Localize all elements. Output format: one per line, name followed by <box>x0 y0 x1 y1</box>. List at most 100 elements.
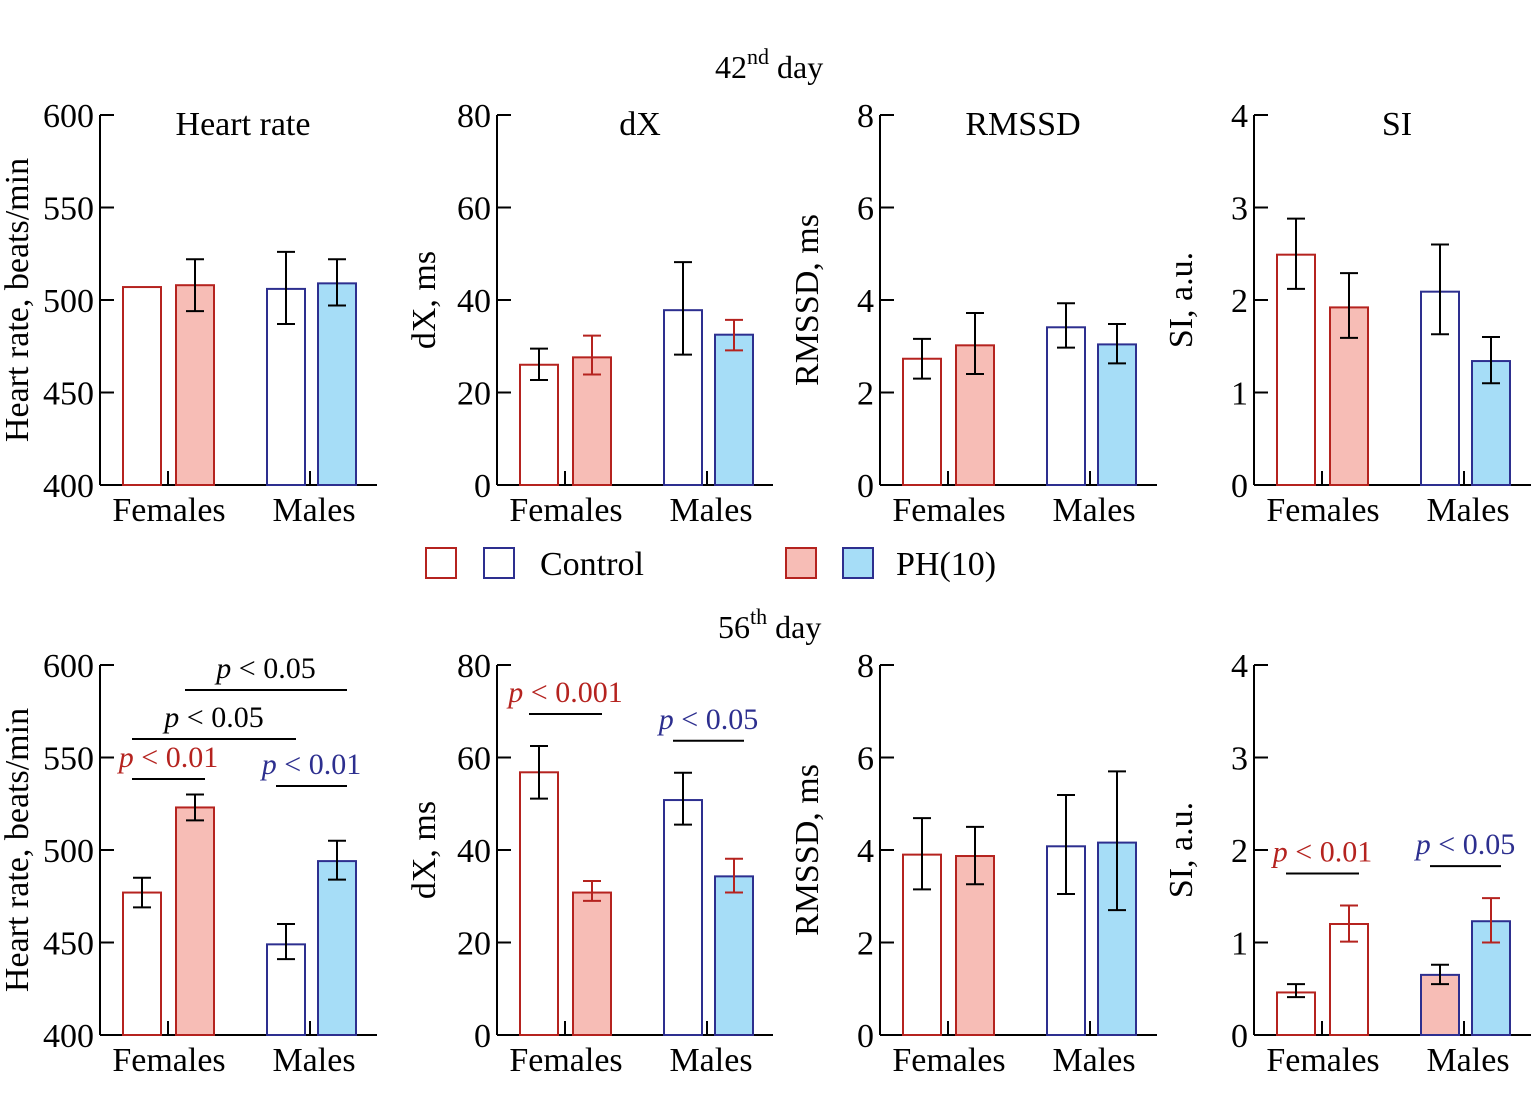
y-tick-label: 550 <box>43 191 94 228</box>
y-tick-label: 20 <box>457 926 491 963</box>
y-tick-label: 4 <box>1231 98 1248 135</box>
legend-swatch-female-control <box>425 547 457 579</box>
y-tick-label: 60 <box>457 741 491 778</box>
legend-swatch-male-ph <box>842 547 874 579</box>
bar <box>317 282 357 486</box>
y-tick-label: 2 <box>857 926 874 963</box>
panel-day42-si: 0 1 2 3 4 Females Males SI, a.u. SI <box>1163 98 1531 529</box>
x-category-label: Males <box>272 492 355 529</box>
panel-title: dX <box>619 106 661 143</box>
panel-title: RMSSD <box>965 106 1080 143</box>
y-axis-title: dX, ms <box>406 801 443 899</box>
y-tick-label: 40 <box>457 833 491 870</box>
panel-day42-rmssd: 0 2 4 6 8 Females Males RMSSD, ms RMSSD <box>789 98 1157 529</box>
y-tick-label: 600 <box>43 98 94 135</box>
panel-title: Heart rate <box>176 106 311 143</box>
y-tick-label: 500 <box>43 283 94 320</box>
y-tick-label: 80 <box>457 98 491 135</box>
x-category-label: Males <box>1052 1042 1135 1079</box>
panel-day56-dx: 0 20 40 60 80 Females Males dX, ms p < 0.001 p < … <box>406 648 773 1079</box>
x-category-label: Males <box>1426 492 1509 529</box>
x-category-label: Males <box>1426 1042 1509 1079</box>
y-tick-label: 20 <box>457 376 491 413</box>
p-value-label: p < 0.05 <box>657 703 758 736</box>
y-tick-label: 4 <box>857 833 874 870</box>
bar <box>1276 991 1316 1037</box>
bar <box>317 860 357 1036</box>
panel-day56-rmssd: 0 2 4 6 8 Females Males RMSSD, ms <box>789 648 1157 1079</box>
panel-day42-heart-rate: 400 450 500 550 600 Females Males Heart rate, b… <box>0 98 377 529</box>
bar <box>519 363 559 486</box>
y-tick-label: 2 <box>1231 833 1248 870</box>
y-tick-label: 0 <box>474 468 491 505</box>
panel-title: SI <box>1382 106 1412 143</box>
y-tick-label: 500 <box>43 833 94 870</box>
bar <box>175 806 215 1037</box>
x-category-label: Males <box>669 1042 752 1079</box>
bar <box>175 284 215 487</box>
p-value-label: p < 0.01 <box>260 748 361 781</box>
y-tick-label: 0 <box>1231 1018 1248 1055</box>
bar <box>122 891 162 1036</box>
y-tick-label: 6 <box>857 191 874 228</box>
y-axis-title: RMSSD, ms <box>789 214 826 386</box>
p-value-label: p < 0.001 <box>506 676 622 709</box>
y-tick-label: 60 <box>457 191 491 228</box>
p-value-label: p < 0.05 <box>214 652 315 685</box>
y-tick-label: 550 <box>43 741 94 778</box>
day-title-56: 56th day <box>718 604 821 645</box>
y-tick-label: 3 <box>1231 191 1248 228</box>
y-tick-label: 2 <box>1231 283 1248 320</box>
y-tick-label: 40 <box>457 283 491 320</box>
bar <box>572 891 612 1036</box>
x-category-label: Males <box>272 1042 355 1079</box>
y-tick-label: 8 <box>857 648 874 685</box>
day-title-42: 42nd day <box>715 44 823 85</box>
y-axis-title: RMSSD, ms <box>789 764 826 936</box>
y-tick-label: 3 <box>1231 741 1248 778</box>
y-axis-title: SI, a.u. <box>1163 252 1200 348</box>
bar <box>663 309 703 486</box>
legend-label-ph: PH(10) <box>896 546 996 583</box>
y-tick-label: 2 <box>857 376 874 413</box>
bar <box>572 356 612 487</box>
y-tick-label: 4 <box>1231 648 1248 685</box>
panel-day56-si: 0 1 2 3 4 Females Males SI, a.u. p < 0.01 p < 0.0… <box>1163 648 1531 1079</box>
panel-day42-dx: 0 20 40 60 80 Females Males dX, ms dX <box>406 98 773 529</box>
x-category-label: Females <box>892 492 1005 529</box>
x-category-label: Males <box>1052 492 1135 529</box>
bar <box>1276 253 1316 486</box>
legend-label-control: Control <box>540 546 644 583</box>
y-axis-title: Heart rate, beats/min <box>0 158 36 442</box>
y-tick-label: 1 <box>1231 376 1248 413</box>
y-axis-title: dX, ms <box>406 251 443 349</box>
x-category-label: Females <box>112 492 225 529</box>
p-value-label: p < 0.01 <box>117 741 218 774</box>
bar <box>714 875 754 1036</box>
y-tick-label: 400 <box>43 1018 94 1055</box>
p-value-label: p < 0.01 <box>1271 836 1372 869</box>
p-value-label: p < 0.05 <box>162 701 263 734</box>
y-tick-label: 600 <box>43 648 94 685</box>
y-tick-label: 400 <box>43 468 94 505</box>
y-tick-label: 4 <box>857 283 874 320</box>
bar <box>1097 343 1137 486</box>
y-tick-label: 0 <box>474 1018 491 1055</box>
panel-day56-heart-rate: 400 450 500 550 600 Females Males Heart rate, b… <box>0 648 377 1079</box>
bar <box>519 771 559 1036</box>
y-tick-label: 1 <box>1231 926 1248 963</box>
y-tick-label: 0 <box>857 468 874 505</box>
p-value-label: p < 0.05 <box>1414 828 1515 861</box>
bar <box>122 286 162 486</box>
y-tick-label: 8 <box>857 98 874 135</box>
y-tick-label: 80 <box>457 648 491 685</box>
y-tick-label: 6 <box>857 741 874 778</box>
bar <box>955 855 995 1037</box>
bar <box>663 799 703 1036</box>
y-tick-label: 450 <box>43 926 94 963</box>
y-axis-title: SI, a.u. <box>1163 802 1200 898</box>
bar <box>714 333 754 486</box>
y-axis-title: Heart rate, beats/min <box>0 708 36 992</box>
x-category-label: Males <box>669 492 752 529</box>
y-tick-label: 0 <box>1231 468 1248 505</box>
